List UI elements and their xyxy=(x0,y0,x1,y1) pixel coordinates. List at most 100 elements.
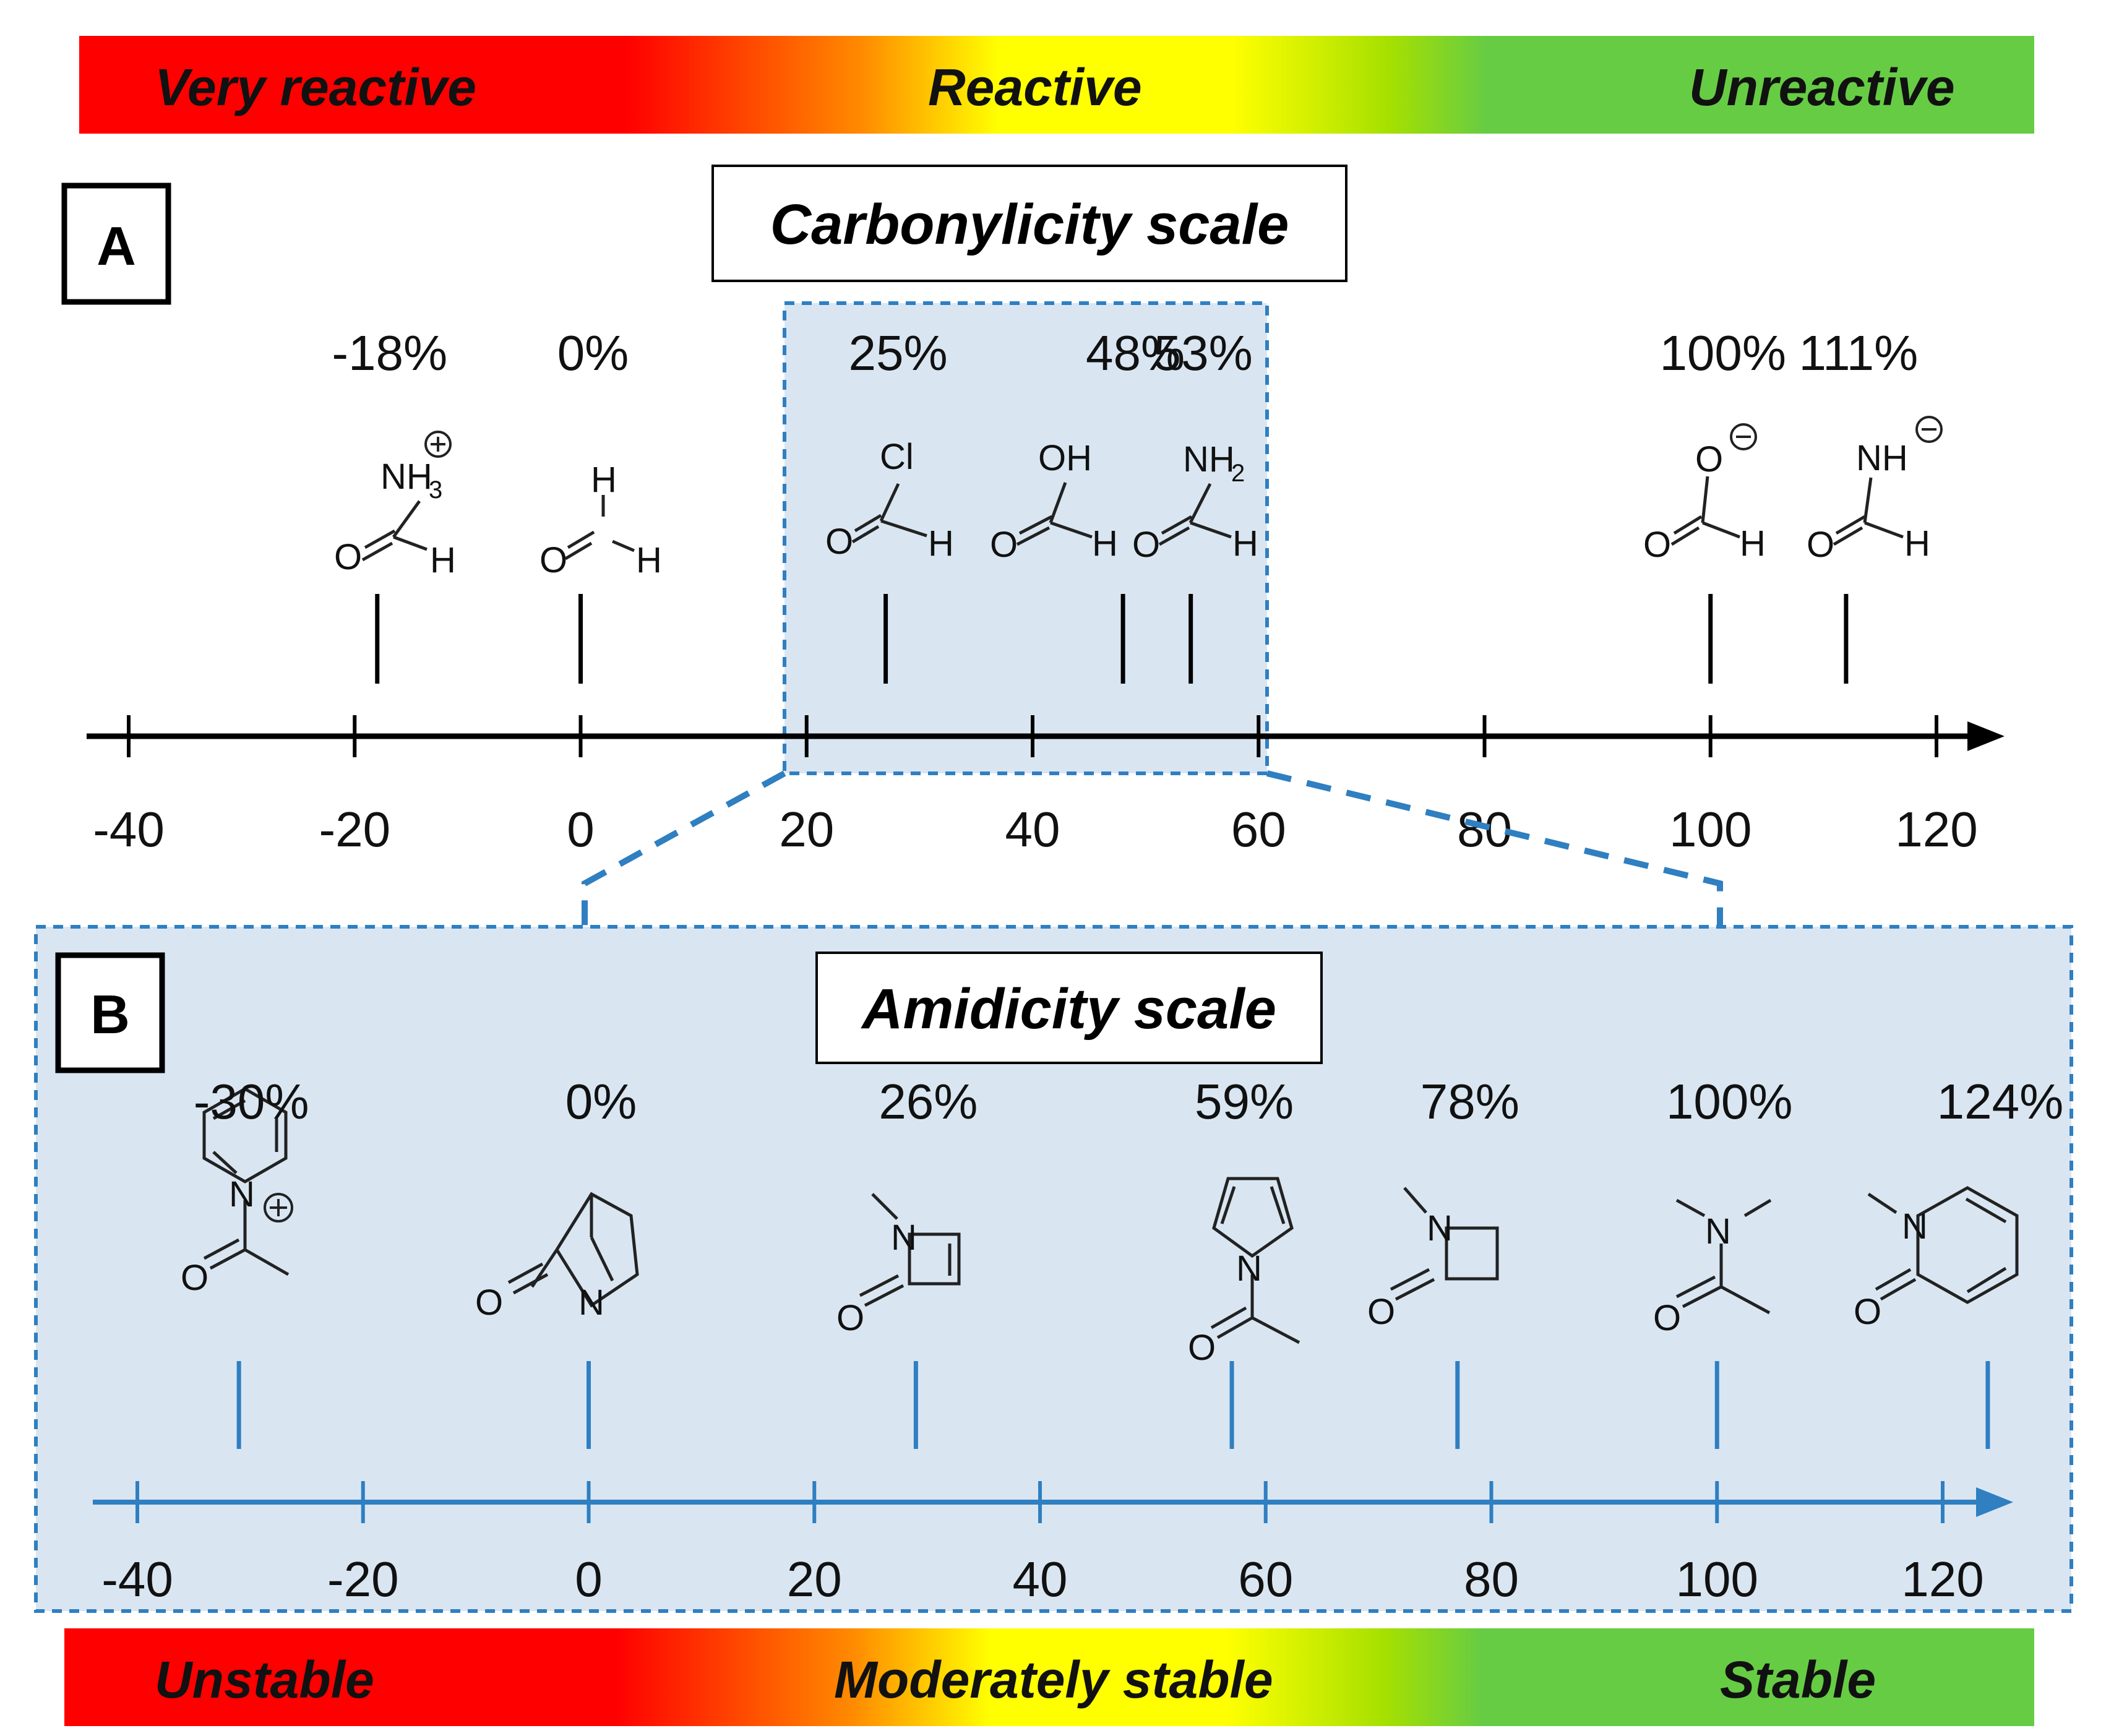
atom-o-top: O xyxy=(1695,439,1723,479)
percent-label: -18% xyxy=(332,325,447,380)
panel-b-label: B xyxy=(55,952,165,1073)
atom-n: N xyxy=(578,1283,604,1323)
atom-cl: Cl xyxy=(880,437,914,477)
atom-o: O xyxy=(1854,1292,1881,1332)
tick-label: 100 xyxy=(1669,802,1751,857)
stability-bar-right: Stable xyxy=(1720,1651,1876,1709)
atom-subscript: 3 xyxy=(429,476,442,504)
percent-label: 78% xyxy=(1420,1074,1519,1129)
atom-o: O xyxy=(334,537,362,577)
carbonylicity-axis: -40 -20 0 20 40 60 80 100 120-18% 0% 25% 48%53% 100%… xyxy=(87,325,2005,857)
structure-acetylpyrrole: N O xyxy=(1188,1177,1300,1368)
percent-label: 124% xyxy=(1937,1074,2064,1129)
percent-label: 59% xyxy=(1195,1074,1294,1129)
atom-n: N xyxy=(229,1174,255,1214)
percent-label: 25% xyxy=(849,325,948,380)
percent-label: 53% xyxy=(1154,325,1253,380)
reactivity-bar-left: Very reactive xyxy=(155,58,476,116)
tick-label: 120 xyxy=(1895,802,1977,857)
tick-label: 40 xyxy=(1013,1552,1068,1607)
percent-label: 0% xyxy=(557,325,629,380)
percent-label: 48% xyxy=(1086,325,1185,380)
atom-n: N xyxy=(1705,1211,1731,1252)
atom-h: H xyxy=(636,540,662,580)
reactivity-bar: Very reactive Reactive Unreactive xyxy=(79,36,2034,134)
structure-formic-acid: O OH H xyxy=(990,438,1118,565)
panel-a-letter: A xyxy=(97,215,136,277)
atom-nh: NH xyxy=(1856,438,1908,478)
tick-label: 60 xyxy=(1238,1552,1293,1607)
structure-formamidinium: O H NH 3 xyxy=(334,431,456,580)
stability-bar-middle: Moderately stable xyxy=(834,1651,1273,1709)
percent-label: -30% xyxy=(194,1074,309,1129)
axis-arrow-icon xyxy=(1967,721,2005,751)
stability-bar: Unstable Moderately stable Stable xyxy=(64,1628,2034,1726)
atom-nh: NH xyxy=(1183,439,1235,479)
structure-formamide: O NH 2 H xyxy=(1132,439,1258,565)
atom-o: O xyxy=(1132,525,1160,565)
tick-label: 120 xyxy=(1901,1552,1984,1607)
negative-charge-icon xyxy=(1730,423,1757,450)
tick-label: -40 xyxy=(101,1552,173,1607)
structure-dimethylacetamide: N O xyxy=(1653,1198,1772,1338)
tick-label: -20 xyxy=(327,1552,399,1607)
tick-label: 80 xyxy=(1464,1552,1519,1607)
amidicity-title-box: Amidicity scale xyxy=(815,952,1323,1064)
atom-o: O xyxy=(1188,1328,1216,1368)
percent-label: 100% xyxy=(1659,325,1786,380)
reactivity-bar-middle: Reactive xyxy=(928,58,1142,116)
reactivity-bar-right: Unreactive xyxy=(1689,58,1955,116)
atom-o: O xyxy=(1643,525,1671,565)
panel-a-label: A xyxy=(61,183,171,305)
percent-label: 111% xyxy=(1799,325,1919,380)
tick-label: 60 xyxy=(1231,802,1286,857)
amidicity-title: Amidicity scale xyxy=(861,978,1276,1041)
atom-h: H xyxy=(1092,523,1118,564)
percent-label: 100% xyxy=(1666,1074,1793,1129)
tick-label: -40 xyxy=(93,802,165,857)
tick-label: 0 xyxy=(567,802,595,857)
atom-h: H xyxy=(1740,523,1766,564)
atom-o: O xyxy=(181,1258,208,1298)
structure-azetinone: N O xyxy=(836,1193,961,1338)
atom-h: H xyxy=(1904,523,1930,564)
atom-h: H xyxy=(430,540,456,580)
atom-o: O xyxy=(539,540,567,580)
axis-arrow-icon xyxy=(1976,1487,2013,1517)
atom-o: O xyxy=(1807,525,1834,565)
panel-b-letter: B xyxy=(90,984,130,1045)
tick-label: 20 xyxy=(787,1552,842,1607)
atom-o: O xyxy=(836,1298,864,1338)
atom-h-top: H xyxy=(591,460,617,500)
atom-n: N xyxy=(891,1218,917,1258)
structure-formamidate: O NH H xyxy=(1807,416,1943,565)
tick-label: 40 xyxy=(1005,802,1060,857)
tick-label: 100 xyxy=(1676,1552,1758,1607)
carbonylicity-title-box: Carbonylicity scale xyxy=(711,165,1347,282)
structure-quinuclidinone: O N xyxy=(475,1192,639,1323)
atom-n: N xyxy=(1902,1206,1928,1247)
atom-o: O xyxy=(1367,1292,1395,1332)
atom-oh: OH xyxy=(1038,438,1092,478)
amidicity-axis: -40 -20 0 20 40 60 80 100 120 -30% 0% 26% 59% 78% 100%… xyxy=(93,1074,2063,1607)
atom-o: O xyxy=(1653,1298,1681,1338)
structure-methylpyridone: N O xyxy=(1854,1186,2019,1332)
atom-n: N xyxy=(1427,1208,1453,1248)
atom-subscript: 2 xyxy=(1231,460,1245,487)
tick-label: 0 xyxy=(575,1552,603,1607)
atom-h: H xyxy=(928,523,954,564)
negative-charge-icon xyxy=(1915,416,1943,443)
atom-n: N xyxy=(1236,1248,1262,1289)
percent-label: 0% xyxy=(565,1074,637,1129)
structure-formaldehyde: O H H xyxy=(539,460,662,580)
tick-label: 20 xyxy=(779,802,834,857)
percent-label: 26% xyxy=(879,1074,978,1129)
structure-acetylpyridinium: N O xyxy=(181,1087,293,1298)
carbonylicity-title: Carbonylicity scale xyxy=(770,193,1289,256)
structure-formate: O O H xyxy=(1643,423,1766,565)
atom-o: O xyxy=(475,1283,503,1323)
positive-charge-icon xyxy=(264,1193,293,1223)
structure-formyl-chloride: O Cl H xyxy=(825,437,954,564)
tick-label: -20 xyxy=(319,802,390,857)
